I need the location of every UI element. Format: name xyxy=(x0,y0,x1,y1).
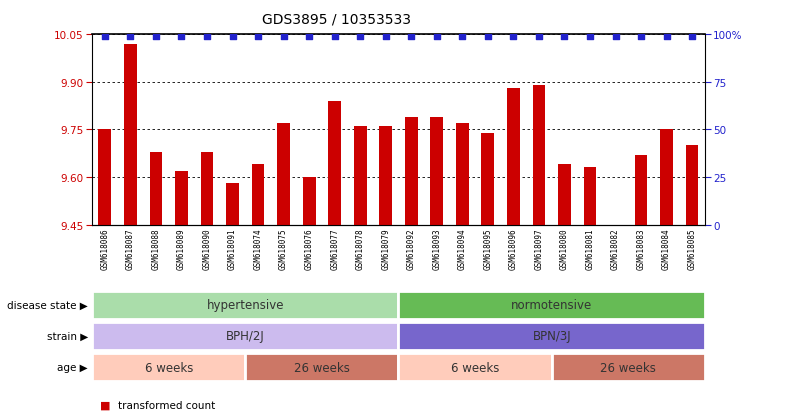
Text: GSM618096: GSM618096 xyxy=(509,228,518,270)
Bar xyxy=(399,322,705,351)
Text: normotensive: normotensive xyxy=(511,299,592,312)
Text: GSM618078: GSM618078 xyxy=(356,228,364,270)
Text: GSM618076: GSM618076 xyxy=(304,228,314,270)
Text: GSM618077: GSM618077 xyxy=(330,228,339,270)
Point xyxy=(507,33,520,40)
Bar xyxy=(456,124,469,225)
Bar xyxy=(92,322,399,351)
Bar xyxy=(92,353,245,382)
Text: GSM618093: GSM618093 xyxy=(433,228,441,270)
Text: transformed count: transformed count xyxy=(118,400,215,410)
Bar xyxy=(245,353,399,382)
Text: GSM618082: GSM618082 xyxy=(611,228,620,270)
Text: 26 weeks: 26 weeks xyxy=(600,361,656,374)
Text: GSM618084: GSM618084 xyxy=(662,228,671,270)
Text: BPH/2J: BPH/2J xyxy=(226,330,264,343)
Point xyxy=(150,33,163,40)
Point xyxy=(456,33,469,40)
Point xyxy=(200,33,213,40)
Bar xyxy=(380,127,392,225)
Point xyxy=(558,33,571,40)
Bar xyxy=(252,165,264,225)
Bar xyxy=(124,45,137,225)
Bar xyxy=(660,130,673,225)
Text: GSM618090: GSM618090 xyxy=(203,228,211,270)
Text: GSM618079: GSM618079 xyxy=(381,228,390,270)
Text: strain ▶: strain ▶ xyxy=(47,331,88,341)
Point xyxy=(430,33,443,40)
Text: GSM618092: GSM618092 xyxy=(407,228,416,270)
Point xyxy=(226,33,239,40)
Point xyxy=(99,33,111,40)
Text: GSM618095: GSM618095 xyxy=(483,228,493,270)
Bar xyxy=(200,152,213,225)
Point xyxy=(634,33,647,40)
Point xyxy=(481,33,494,40)
Bar xyxy=(558,165,571,225)
Bar xyxy=(584,168,597,225)
Point xyxy=(609,33,622,40)
Text: GSM618094: GSM618094 xyxy=(458,228,467,270)
Bar xyxy=(686,146,698,225)
Bar xyxy=(328,102,341,225)
Point xyxy=(354,33,367,40)
Point xyxy=(405,33,417,40)
Text: GSM618080: GSM618080 xyxy=(560,228,569,270)
Bar xyxy=(405,117,417,225)
Text: 6 weeks: 6 weeks xyxy=(451,361,499,374)
Point xyxy=(124,33,137,40)
Text: GSM618091: GSM618091 xyxy=(228,228,237,270)
Point xyxy=(328,33,341,40)
Bar xyxy=(552,353,705,382)
Text: disease state ▶: disease state ▶ xyxy=(7,300,88,310)
Text: GDS3895 / 10353533: GDS3895 / 10353533 xyxy=(262,12,411,26)
Bar xyxy=(609,225,622,257)
Text: GSM618081: GSM618081 xyxy=(586,228,594,270)
Point xyxy=(660,33,673,40)
Text: 26 weeks: 26 weeks xyxy=(294,361,350,374)
Bar xyxy=(399,291,705,320)
Text: GSM618085: GSM618085 xyxy=(687,228,697,270)
Text: GSM618086: GSM618086 xyxy=(100,228,110,270)
Bar xyxy=(399,353,552,382)
Bar xyxy=(430,117,443,225)
Bar xyxy=(226,184,239,225)
Text: GSM618074: GSM618074 xyxy=(254,228,263,270)
Bar xyxy=(481,133,494,225)
Point xyxy=(380,33,392,40)
Bar xyxy=(303,178,316,225)
Text: GSM618075: GSM618075 xyxy=(279,228,288,270)
Bar xyxy=(507,89,520,225)
Point xyxy=(533,33,545,40)
Bar xyxy=(354,127,367,225)
Text: 6 weeks: 6 weeks xyxy=(144,361,193,374)
Point xyxy=(252,33,264,40)
Text: BPN/3J: BPN/3J xyxy=(533,330,571,343)
Bar xyxy=(175,171,188,225)
Point xyxy=(175,33,188,40)
Text: GSM618097: GSM618097 xyxy=(534,228,543,270)
Bar xyxy=(533,86,545,225)
Text: GSM618088: GSM618088 xyxy=(151,228,160,270)
Text: hypertensive: hypertensive xyxy=(207,299,284,312)
Bar xyxy=(277,124,290,225)
Bar xyxy=(99,130,111,225)
Point xyxy=(303,33,316,40)
Bar xyxy=(92,291,399,320)
Point xyxy=(584,33,597,40)
Point xyxy=(686,33,698,40)
Bar xyxy=(150,152,163,225)
Text: age ▶: age ▶ xyxy=(58,362,88,372)
Text: GSM618089: GSM618089 xyxy=(177,228,186,270)
Bar xyxy=(634,155,647,225)
Text: ■: ■ xyxy=(100,400,111,410)
Text: GSM618087: GSM618087 xyxy=(126,228,135,270)
Text: GSM618083: GSM618083 xyxy=(637,228,646,270)
Point xyxy=(277,33,290,40)
